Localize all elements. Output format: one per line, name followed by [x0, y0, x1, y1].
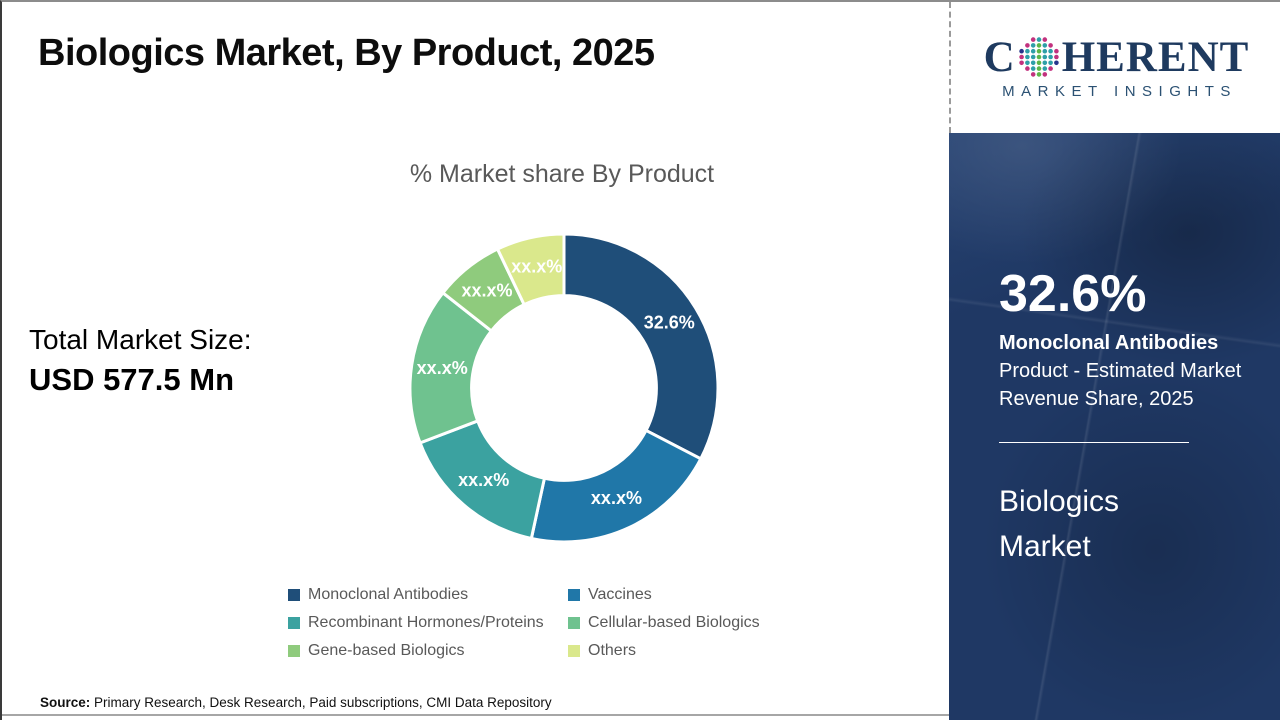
- globe-dot: [1042, 48, 1047, 54]
- legend-label: Vaccines: [588, 586, 652, 603]
- total-market-size-label: Total Market Size:: [29, 324, 252, 355]
- legend-item: Gene-based Biologics: [288, 642, 568, 660]
- chart-title: % Market share By Product: [409, 160, 715, 188]
- globe-dot: [1048, 48, 1053, 54]
- globe-dot: [1053, 48, 1059, 54]
- brand-logo: C HERENT MARKET INSIGHTS: [949, 2, 1280, 133]
- legend-swatch: [288, 617, 300, 629]
- globe-dot: [1030, 37, 1036, 42]
- legend-label: Monoclonal Antibodies: [308, 586, 469, 603]
- globe-dot: [1036, 37, 1042, 42]
- globe-dot: [1042, 66, 1047, 71]
- sidebar-stat-value: 32.6%: [999, 265, 1147, 323]
- brand-wordmark-part1: C: [983, 33, 1016, 81]
- globe-dot: [1030, 72, 1036, 77]
- globe-dot: [1053, 54, 1059, 60]
- chart-legend: Monoclonal Antibodies Vaccines Recombinant…: [288, 586, 760, 660]
- brand-subtitle: MARKET INSIGHTS: [1002, 83, 1237, 100]
- legend-item: Recombinant Hormones/Proteins: [288, 614, 568, 632]
- globe-dot: [1053, 60, 1059, 66]
- globe-dot: [1036, 66, 1042, 71]
- legend-label: Recombinant Hormones/Proteins: [308, 614, 544, 631]
- globe-dot: [1036, 60, 1042, 66]
- source-label: Source:: [40, 695, 91, 710]
- globe-dot: [1036, 54, 1042, 60]
- donut-segment-label: xx.x%: [591, 488, 642, 508]
- sidebar-stat-title: Monoclonal Antibodies: [999, 332, 1219, 354]
- source-note: Source: Primary Research, Desk Research,…: [40, 695, 552, 710]
- sidebar-stat-desc: Product - Estimated Market Revenue Share…: [999, 360, 1242, 411]
- legend-label: Gene-based Biologics: [308, 642, 465, 659]
- globe-dot: [1030, 60, 1036, 66]
- donut-segment: [562, 232, 720, 461]
- globe-dot: [1048, 54, 1053, 60]
- legend-swatch: [568, 589, 580, 601]
- donut-segment-label: xx.x%: [417, 358, 468, 378]
- page-title: Biologics Market, By Product, 2025: [38, 32, 655, 74]
- dotted-globe-icon: [1019, 37, 1059, 77]
- total-market-size: Total Market Size: USD 577.5 Mn: [29, 324, 252, 398]
- globe-dot: [1030, 66, 1036, 71]
- globe-dot: [1048, 60, 1053, 66]
- globe-dot: [1030, 54, 1036, 60]
- globe-dot: [1036, 43, 1042, 48]
- legend-swatch: [568, 617, 580, 629]
- legend-item: Cellular-based Biologics: [568, 614, 760, 632]
- donut-segment: [529, 428, 703, 544]
- globe-dot: [1019, 54, 1024, 60]
- donut-segment: [496, 232, 566, 307]
- donut-chart: 32.6% xx.x% xx.x% xx.x% xx.x% xx.x%: [408, 232, 720, 544]
- legend-item: Vaccines: [568, 586, 760, 604]
- bottom-border-line: [2, 714, 951, 716]
- donut-segment-label: xx.x%: [458, 470, 509, 490]
- legend-label: Others: [588, 642, 637, 659]
- globe-dot: [1019, 48, 1024, 54]
- donut-segment-label: xx.x%: [511, 257, 562, 277]
- legend-item: Others: [568, 642, 760, 660]
- legend-label: Cellular-based Biologics: [588, 614, 760, 631]
- globe-dot: [1048, 66, 1053, 71]
- sidebar-content: 32.6% Monoclonal Antibodies Product - Es…: [999, 268, 1249, 569]
- globe-dot: [1030, 48, 1036, 54]
- globe-dot: [1024, 43, 1030, 48]
- legend-swatch: [288, 645, 300, 657]
- globe-dot: [1024, 54, 1030, 60]
- legend-item: Monoclonal Antibodies: [288, 586, 568, 604]
- total-market-size-value: USD 577.5 Mn: [29, 362, 235, 397]
- legend-swatch: [568, 645, 580, 657]
- globe-dot: [1024, 48, 1030, 54]
- brand-wordmark: C HERENT: [984, 35, 1250, 79]
- globe-dot: [1042, 60, 1047, 66]
- globe-dot: [1042, 43, 1047, 48]
- sidebar-divider: [999, 441, 1189, 443]
- donut-segment-label: 32.6%: [644, 313, 695, 333]
- brand-wordmark-part2: HERENT: [1061, 33, 1250, 81]
- globe-dot: [1042, 72, 1047, 77]
- globe-dot: [1030, 43, 1036, 48]
- globe-dot: [1042, 54, 1047, 60]
- globe-dot: [1024, 60, 1030, 66]
- globe-dot: [1024, 66, 1030, 71]
- globe-dot: [1036, 48, 1042, 54]
- globe-dot: [1042, 37, 1047, 42]
- globe-dot: [1036, 72, 1042, 77]
- source-text: Primary Research, Desk Research, Paid su…: [90, 695, 552, 710]
- globe-dot: [1019, 60, 1024, 66]
- globe-dot: [1048, 43, 1053, 48]
- sidebar-market-name: Biologics Market: [999, 484, 1120, 563]
- legend-swatch: [288, 589, 300, 601]
- donut-segment-label: xx.x%: [461, 281, 512, 301]
